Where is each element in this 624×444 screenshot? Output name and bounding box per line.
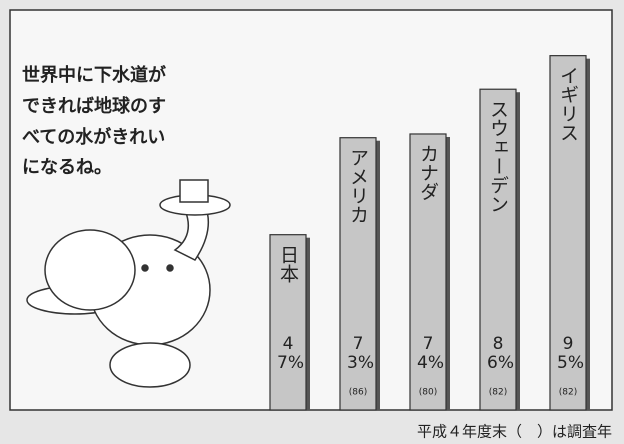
value-label: 86%: [487, 335, 514, 373]
bar: [339, 137, 377, 411]
value-label: 73%: [347, 335, 374, 373]
note-line: できれば地球のす: [22, 95, 166, 117]
value-label: 95%: [557, 335, 584, 373]
note-line: べての水がきれい: [22, 126, 165, 148]
category-label: スウェーデン: [487, 99, 509, 213]
value-label-box: 74%: [417, 335, 444, 373]
bar: [549, 55, 587, 411]
category-label: カナダ: [417, 144, 439, 201]
survey-year: (80): [419, 388, 437, 398]
category-label: 日本: [277, 245, 299, 283]
note-line: になるね。: [22, 157, 112, 178]
note-line: 世界中に下水道が: [22, 64, 166, 86]
bar: [479, 88, 517, 411]
value-label: 47%: [277, 335, 304, 373]
value-label-box: 73%: [347, 335, 374, 373]
survey-year: (86): [349, 388, 367, 398]
bar: [409, 133, 447, 411]
bar: [269, 234, 307, 411]
elephant-illustration: [26, 179, 231, 388]
survey-year: (82): [559, 388, 577, 398]
value-label-box: 47%: [277, 335, 304, 373]
value-label-box: 95%: [557, 335, 584, 373]
value-label: 74%: [417, 335, 444, 373]
category-label: アメリカ: [347, 148, 369, 224]
footnote: 平成４年度末（ ）は調査年: [417, 423, 612, 441]
category-label: イギリス: [557, 66, 579, 142]
value-label-box: 86%: [487, 335, 514, 373]
survey-year: (82): [489, 388, 507, 398]
